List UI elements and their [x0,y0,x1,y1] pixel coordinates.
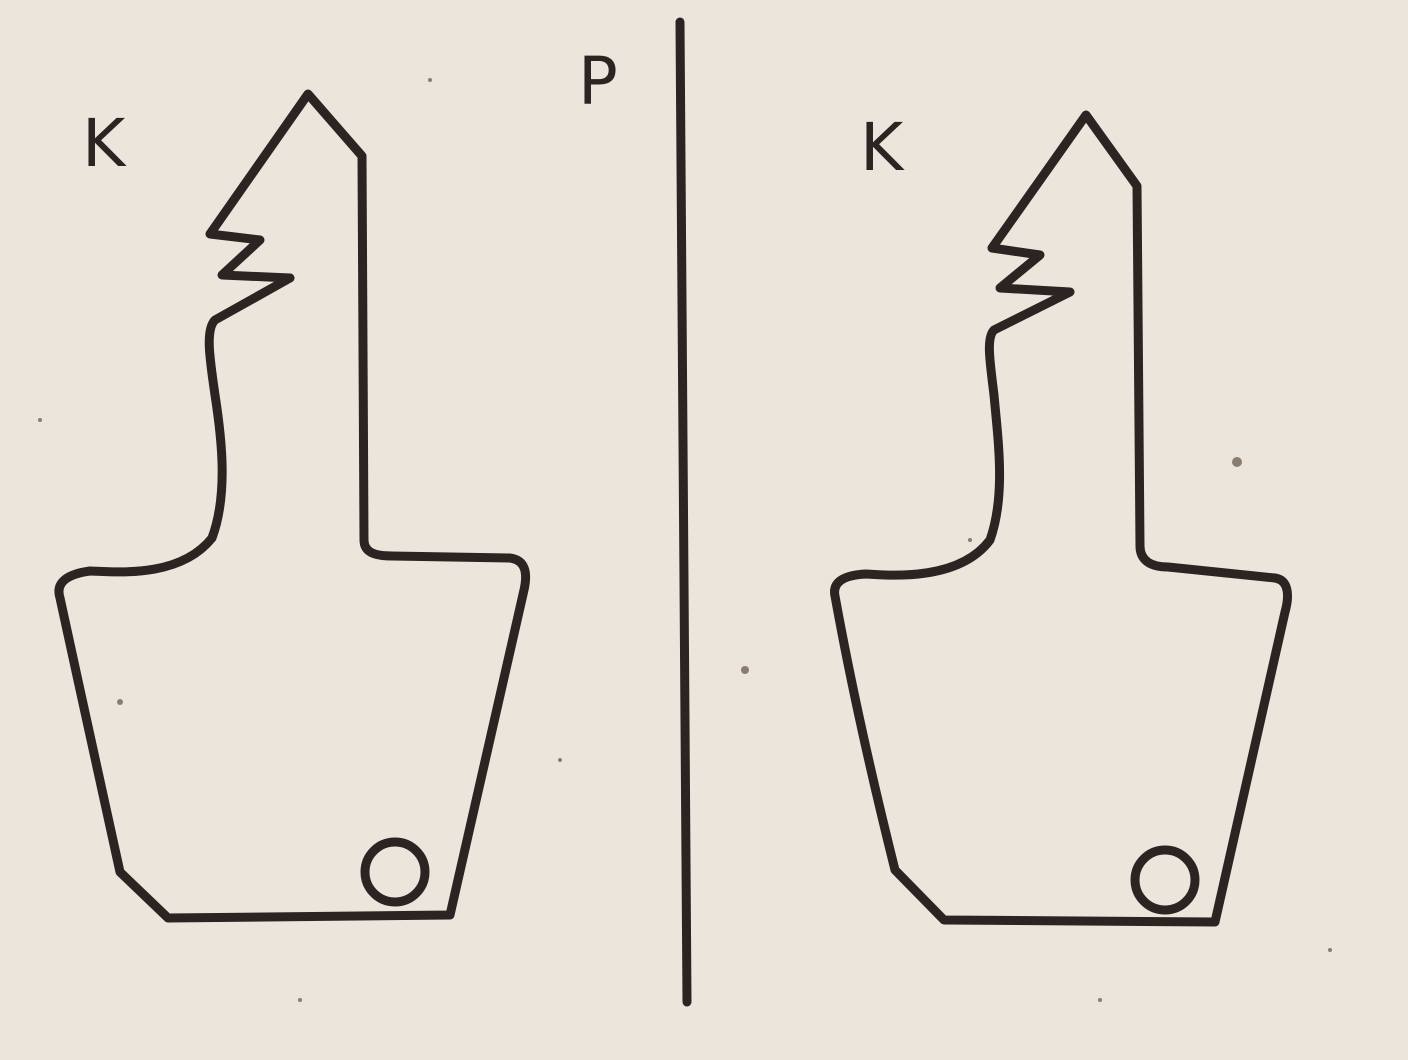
mirror-line [675,17,692,1007]
left-key-shape [54,89,531,923]
right-key-shape [830,110,1292,927]
mirror-label: P [578,43,618,120]
right-key-label: K [860,109,905,186]
left-key-label: K [82,105,127,182]
right-key-hole-icon [1130,845,1200,915]
left-key-hole-icon [360,837,430,907]
paper-texture [38,78,1332,1002]
